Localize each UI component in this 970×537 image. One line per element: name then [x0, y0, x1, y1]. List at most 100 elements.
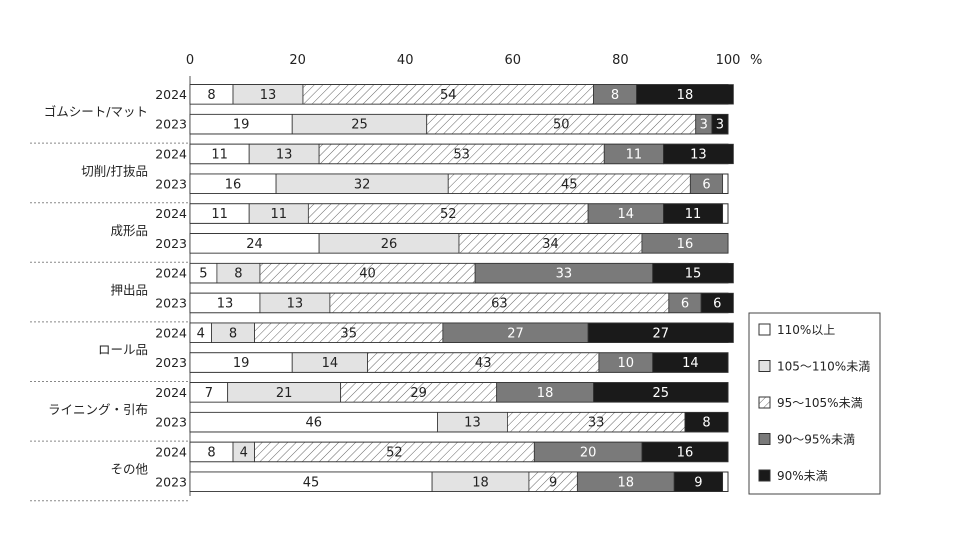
data-label: 3 — [700, 118, 708, 133]
bar-segment — [663, 143, 734, 165]
data-label: 8 — [207, 88, 215, 103]
data-label: 19 — [233, 118, 250, 133]
data-label: 33 — [588, 416, 605, 431]
data-label: 18 — [618, 475, 635, 490]
category-label: 成形品 — [110, 223, 148, 238]
legend-swatch — [758, 396, 771, 409]
x-tick-label: 100 — [716, 53, 741, 68]
data-label: 13 — [287, 296, 304, 311]
legend-label: 90～95%未満 — [777, 433, 855, 447]
data-label: 20 — [580, 445, 597, 460]
data-label: 16 — [225, 177, 242, 192]
category-label: その他 — [110, 461, 148, 476]
x-tick-label: 80 — [612, 53, 629, 68]
data-label: 16 — [677, 445, 694, 460]
data-label: 4 — [197, 326, 205, 341]
category-label: ゴムシート/マット — [44, 104, 148, 119]
data-label: 13 — [690, 147, 707, 162]
category-label: ライニング・引布 — [48, 402, 148, 417]
data-label: 33 — [556, 267, 573, 282]
data-label: 25 — [652, 386, 669, 401]
legend-label: 90%未満 — [777, 469, 828, 483]
data-label: 54 — [440, 88, 457, 103]
data-label: 63 — [491, 296, 508, 311]
legend-swatch — [758, 433, 771, 445]
data-label: 21 — [276, 386, 293, 401]
legend-box — [748, 312, 881, 495]
year-label: 2023 — [155, 236, 187, 251]
bar-segment — [652, 262, 734, 284]
bar-segment — [663, 203, 724, 224]
data-label: 11 — [270, 207, 287, 222]
year-label: 2024 — [155, 146, 187, 161]
data-label: 8 — [234, 267, 242, 282]
data-label: 13 — [464, 416, 481, 431]
data-label: 34 — [542, 237, 559, 252]
data-label: 25 — [351, 118, 368, 133]
year-label: 2023 — [155, 176, 187, 191]
legend-label: 95～105%未満 — [777, 396, 863, 410]
year-label: 2024 — [155, 385, 187, 400]
data-label: 53 — [453, 147, 470, 162]
data-label: 16 — [677, 237, 694, 252]
legend-label: 105～110%未満 — [777, 360, 870, 374]
bar-segment — [689, 173, 724, 194]
data-label: 43 — [475, 356, 492, 371]
year-label: 2024 — [155, 325, 187, 340]
data-label: 45 — [561, 177, 578, 192]
data-label: 18 — [537, 386, 554, 401]
bar-segment — [641, 233, 729, 254]
data-label: 11 — [211, 147, 228, 162]
data-label: 9 — [694, 475, 702, 490]
data-label: 7 — [205, 386, 213, 401]
data-label: 29 — [410, 386, 427, 401]
x-axis-unit: % — [750, 53, 762, 68]
data-label: 19 — [233, 356, 250, 371]
data-label: 27 — [652, 326, 669, 341]
data-label: 15 — [685, 267, 702, 282]
year-label: 2023 — [155, 355, 187, 370]
data-label: 8 — [229, 326, 237, 341]
year-label: 2024 — [155, 206, 187, 221]
data-label: 27 — [507, 326, 524, 341]
data-label: 10 — [618, 356, 635, 371]
legend-swatch — [758, 323, 771, 336]
data-label: 40 — [359, 267, 376, 282]
data-label: 18 — [677, 88, 694, 103]
year-label: 2023 — [155, 474, 187, 489]
data-label: 26 — [381, 237, 398, 252]
bar-segment — [641, 441, 729, 463]
data-label: 5 — [199, 267, 207, 282]
legend: 110%以上 105～110%未満 95～105%未満 90～95%未満 90%未満 — [748, 312, 881, 495]
data-label: 45 — [303, 475, 320, 490]
data-label: 11 — [685, 207, 702, 222]
year-label: 2024 — [155, 266, 187, 281]
data-label: 13 — [260, 88, 277, 103]
data-label: 4 — [240, 445, 248, 460]
legend-swatch — [758, 360, 771, 372]
legend-swatch — [758, 469, 771, 482]
bar-segment — [593, 382, 729, 403]
data-label: 6 — [681, 296, 689, 311]
data-label: 8 — [702, 416, 710, 431]
year-label: 2023 — [155, 415, 187, 430]
data-label: 13 — [217, 296, 234, 311]
category-label: ロール品 — [98, 342, 148, 357]
category-labels: 2024 2023 ゴムシート/マット 2024 2023 切削/打抜品 2024 2023 成… — [30, 87, 190, 502]
data-label: 6 — [702, 177, 710, 192]
x-tick-label: 20 — [289, 53, 306, 68]
data-label: 14 — [682, 356, 699, 371]
data-label: 35 — [340, 326, 357, 341]
data-label: 9 — [549, 475, 557, 490]
data-label: 11 — [211, 207, 228, 222]
bar-segment — [636, 84, 734, 105]
bar-segment — [587, 322, 734, 343]
data-label: 50 — [553, 118, 570, 133]
data-label: 8 — [611, 88, 619, 103]
x-tick-label: 40 — [397, 53, 414, 68]
x-tick-label: 0 — [186, 53, 194, 68]
data-label: 3 — [716, 118, 724, 133]
year-label: 2023 — [155, 295, 187, 310]
